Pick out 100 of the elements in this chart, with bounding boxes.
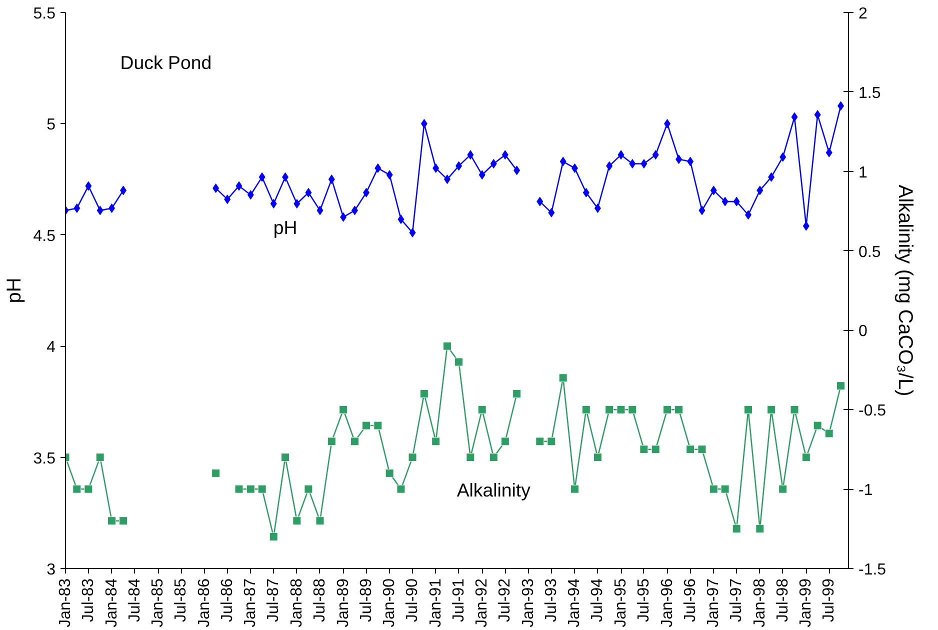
point [571,163,578,173]
point [420,118,428,128]
point [768,172,775,182]
point [802,453,810,462]
x-tick-label: Jul-97 [728,578,746,622]
point [96,453,104,462]
x-tick-label: Jan-99 [798,578,815,628]
point [84,484,93,494]
point [409,228,416,238]
point [744,405,752,414]
point [305,188,312,198]
point [652,150,659,160]
point [466,453,475,462]
point [826,148,832,158]
x-tick-label: Jul-84 [126,578,144,622]
point [710,186,717,196]
point [120,186,127,196]
point [618,150,624,160]
point [616,405,626,414]
point [258,484,266,494]
point [374,163,382,173]
y-tick-label: 4 [46,339,56,356]
point [258,172,266,182]
point [72,484,82,494]
x-tick-label: Jan-83 [57,578,74,628]
x-tick-label: Jul-98 [774,578,792,622]
point [489,453,498,462]
point [85,181,92,191]
point [732,524,741,534]
series-label: pH [273,217,298,238]
point [698,206,706,216]
point [362,421,371,430]
y2-tick-label: 2 [858,6,868,22]
point [316,206,324,216]
point [236,181,242,191]
point [500,437,510,446]
point [304,484,313,494]
y2-axis-title: Alkalinity (mg CaCO₃/L) [894,184,916,396]
point [385,468,394,478]
point [687,156,694,166]
point [340,212,347,222]
point [454,358,464,366]
x-tick-label: Jul-99 [820,578,838,622]
point [824,429,834,438]
point [780,152,786,162]
x-tick-label: Jul-94 [589,578,606,622]
x-tick-label: Jan-94 [566,578,584,628]
x-tick-label: Jul-88 [311,578,328,622]
x-tick-label: Jul-89 [358,578,375,622]
y2-tick-label: 1.5 [858,84,881,102]
point [281,453,290,462]
point [767,405,776,414]
point [686,445,695,454]
point [108,516,116,526]
point [628,405,637,414]
point [212,468,220,478]
x-tick-label: Jul-93 [542,578,560,622]
point [398,214,404,224]
y-axis-title: pH [3,278,26,304]
point [536,437,544,446]
point [74,203,80,213]
point [756,524,764,534]
x-tick-label: Jul-96 [682,578,699,622]
point [442,342,452,350]
point [478,405,486,414]
point [722,196,728,206]
point [698,445,706,454]
point [838,101,844,111]
x-tick-label: Jan-88 [288,578,306,628]
point [234,484,244,494]
point [363,188,370,198]
annotation: Duck Pond [120,52,212,74]
point [663,405,672,414]
point [594,203,601,213]
y2-tick-label: 1 [858,164,868,182]
y-tick-label: 3.5 [33,450,56,468]
point [96,206,104,216]
x-tick-label: Jan-96 [658,578,676,628]
point [676,154,682,164]
x-tick-label: Jan-87 [242,578,260,628]
point [836,382,846,390]
point [212,183,220,193]
point [490,158,497,168]
point [328,174,335,184]
point [536,196,544,206]
point [733,196,740,206]
point [813,421,822,430]
point [316,516,324,526]
point [108,203,116,213]
x-tick-label: Jan-92 [474,578,491,628]
point [514,166,520,176]
y2-tick-label: -1.5 [858,562,886,578]
x-tick-label: Jan-93 [520,578,537,628]
point [640,445,648,454]
point [790,405,799,414]
x-tick-label: Jul-85 [172,578,190,622]
point [629,158,636,168]
point [119,516,128,526]
point [512,390,522,398]
y-tick-label: 3 [46,562,56,578]
